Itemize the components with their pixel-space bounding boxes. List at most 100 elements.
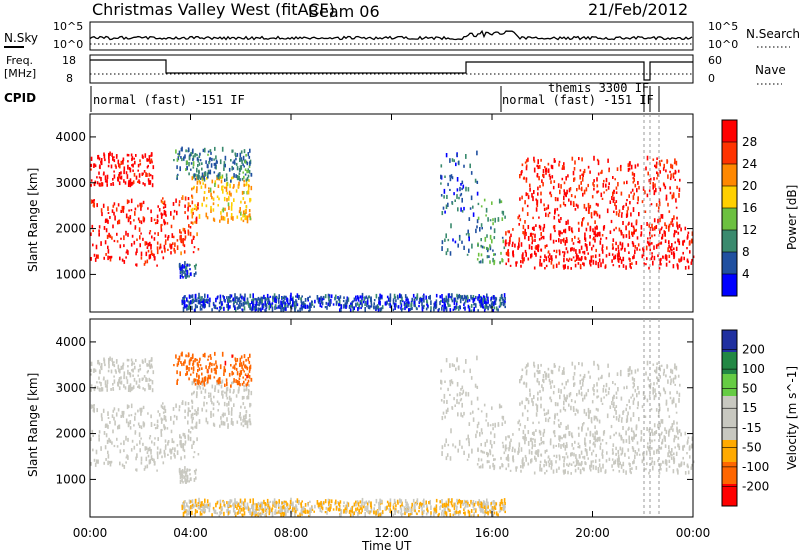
power-cell-10 <box>580 186 583 192</box>
velocity-cell-6 <box>376 509 379 512</box>
power-cell-10 <box>622 221 624 225</box>
power-cell-0 <box>140 256 143 260</box>
velocity-cell-6 <box>377 510 380 514</box>
power-cell-9 <box>542 235 545 240</box>
power-cell-0 <box>90 199 93 204</box>
power-cell-2 <box>170 245 172 250</box>
velocity-cell-6 <box>373 507 375 511</box>
velocity-cell-6 <box>219 503 222 508</box>
velocity-cell-8 <box>477 407 480 411</box>
power-cell-2 <box>178 203 181 207</box>
velocity-cell-1 <box>124 386 127 390</box>
power-cell-5 <box>186 263 188 267</box>
velocity-cell-0 <box>156 454 159 460</box>
velocity-cell-3 <box>212 402 215 406</box>
velocity-cell-10 <box>636 393 638 398</box>
power-cell-0 <box>122 205 125 210</box>
power-cell-1 <box>98 182 101 187</box>
power-cell-10 <box>596 177 598 182</box>
velocity-cell-6 <box>358 508 361 512</box>
power-cell-1 <box>98 165 101 169</box>
power-cell-6 <box>443 302 446 307</box>
velocity-cell-9 <box>622 440 625 444</box>
power-cell-9 <box>504 244 507 247</box>
velocity-cell-10 <box>580 386 582 390</box>
velocity-cell-7 <box>447 443 450 447</box>
power-cell-6 <box>486 293 488 298</box>
velocity-cell-4 <box>246 367 249 371</box>
power-cell-8 <box>491 239 493 244</box>
power-cell-8 <box>477 216 480 220</box>
velocity-cell-8 <box>494 422 496 428</box>
power-cell-9 <box>636 247 638 251</box>
velocity-cell-6 <box>202 509 204 513</box>
power-cell-9 <box>507 258 510 263</box>
power-cell-6 <box>328 296 330 301</box>
power-cell-10 <box>551 175 554 179</box>
velocity-cell-9 <box>528 449 531 455</box>
power-cell-2 <box>167 236 169 241</box>
power-cell-4 <box>188 172 190 176</box>
velocity-cell-2 <box>176 444 179 447</box>
velocity-cell-3 <box>243 396 245 400</box>
power-cell-3 <box>230 213 233 217</box>
velocity-cell-6 <box>404 510 406 516</box>
velocity-cell-10 <box>614 407 616 412</box>
velocity-cell-10 <box>649 382 652 386</box>
power-cell-0 <box>145 251 148 257</box>
power-cell-9 <box>578 249 581 254</box>
velocity-cell-0 <box>158 413 161 417</box>
power-cell-4 <box>192 158 194 161</box>
power-cell-10 <box>605 189 608 192</box>
velocity-cell-3 <box>226 396 229 400</box>
velocity-cell-1 <box>148 364 151 368</box>
velocity-cell-1 <box>141 377 144 381</box>
velocity-cell-5 <box>180 471 182 476</box>
power-cell-4 <box>244 160 247 164</box>
power-cell-6 <box>366 297 369 302</box>
velocity-cell-6 <box>240 508 243 512</box>
velocity-cell-2 <box>178 405 181 409</box>
power-cell-6 <box>256 298 259 303</box>
velocity-cell-6 <box>430 511 432 515</box>
velocity-cell-7 <box>459 399 462 402</box>
power-cell-6 <box>212 303 215 306</box>
velocity-cell-6 <box>252 508 254 513</box>
velocity-cell-9 <box>579 468 582 473</box>
velocity-cell-9 <box>653 450 655 455</box>
velocity-cell-9 <box>508 435 510 439</box>
velocity-cell-1 <box>90 384 93 387</box>
velocity-cell-9 <box>683 461 685 466</box>
power-cell-1 <box>141 172 144 176</box>
power-cell-6 <box>216 307 218 310</box>
power-cell-1 <box>100 158 103 163</box>
power-cell-10 <box>626 210 629 215</box>
power-panel-frame <box>89 113 694 313</box>
velocity-cell-10 <box>550 369 553 372</box>
power-cell-4 <box>248 155 251 159</box>
velocity-cell-10 <box>653 397 656 401</box>
velocity-cell-6 <box>242 501 245 506</box>
power-cell-4 <box>189 153 191 157</box>
velocity-cell-2 <box>183 433 186 438</box>
velocity-cell-3 <box>229 388 231 394</box>
velocity-cell-10 <box>549 380 552 385</box>
velocity-cell-9 <box>559 435 562 440</box>
power-cell-6 <box>206 301 209 304</box>
power-cell-10 <box>601 197 604 200</box>
power-cell-1 <box>151 183 154 188</box>
velocity-cell-10 <box>597 408 599 412</box>
velocity-cell-1 <box>100 382 102 387</box>
power-cell-10 <box>637 163 639 167</box>
power-cell-7 <box>458 237 461 241</box>
velocity-cell-10 <box>563 394 565 397</box>
velocity-cell-3 <box>214 385 217 390</box>
power-cell-4 <box>219 172 221 176</box>
power-cell-4 <box>241 159 243 164</box>
velocity-cell-1 <box>149 385 152 389</box>
power-cell-0 <box>138 220 141 224</box>
velocity-cell-1 <box>129 387 132 393</box>
power-cell-10 <box>529 183 531 187</box>
power-cell-10 <box>596 158 599 162</box>
velocity-cell-7 <box>468 453 470 458</box>
